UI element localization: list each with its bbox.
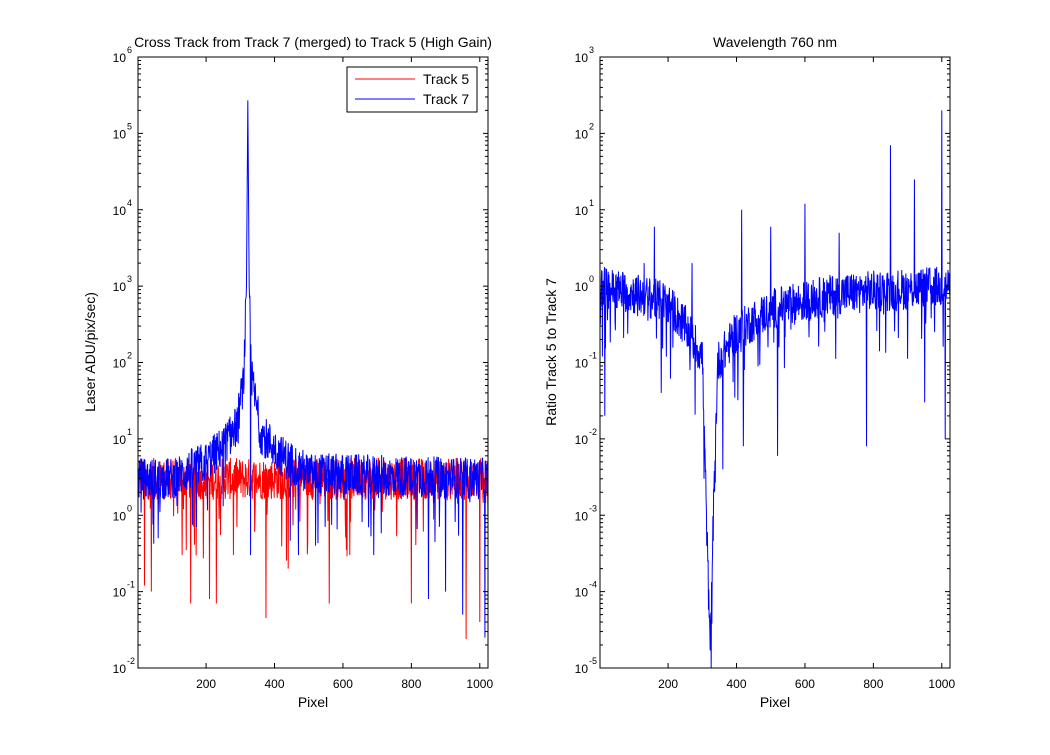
right-x-tick-label-200: 200 (658, 677, 678, 691)
right-y-tick-label-2: 10 (575, 509, 589, 523)
left-ticks: 200 400 600 800 100010-210-11001011021031041… (113, 45, 494, 691)
right-y-tick-exp-6: 1 (589, 198, 594, 208)
left-y-tick-exp-7: 5 (127, 121, 132, 131)
left-x-tick-label-200: 200 (196, 677, 216, 691)
left-y-tick-exp-0: -2 (127, 656, 135, 666)
right-y-tick-exp-5: 0 (589, 274, 594, 284)
right-series-ratio (599, 110, 951, 669)
left-y-tick-label-5: 10 (113, 280, 127, 294)
left-y-tick-exp-8: 6 (127, 45, 132, 55)
legend: Track 5 Track 7 (346, 66, 478, 113)
left-series-track-7 (137, 100, 489, 638)
left-x-tick-label-600: 600 (333, 677, 353, 691)
left-y-tick-label-8: 10 (113, 51, 127, 65)
right-series-lines (599, 110, 951, 669)
left-y-tick-label-3: 10 (113, 433, 127, 447)
right-x-tick-label-600: 600 (795, 677, 815, 691)
right-y-tick-exp-1: -4 (589, 580, 597, 590)
right-y-tick-label-8: 10 (575, 51, 589, 65)
left-y-tick-exp-6: 4 (127, 198, 132, 208)
legend-track7-label: Track 7 (423, 91, 469, 107)
right-y-tick-exp-2: -3 (589, 503, 597, 513)
right-y-tick-label-7: 10 (575, 127, 589, 141)
right-y-axis-label: Ratio Track 5 to Track 7 (543, 278, 559, 426)
right-chart-panel: 200 400 600 800 100010-510-410-310-210-11001… (543, 34, 955, 710)
left-y-tick-exp-1: -1 (127, 580, 135, 590)
left-y-tick-label-6: 10 (113, 204, 127, 218)
left-y-tick-exp-5: 3 (127, 274, 132, 284)
left-y-tick-label-7: 10 (113, 127, 127, 141)
left-y-tick-label-2: 10 (113, 509, 127, 523)
left-series-lines (137, 100, 489, 639)
left-chart-panel: 200 400 600 800 100010-210-11001011021031041… (82, 34, 493, 710)
right-x-tick-label-1000: 1000 (928, 677, 955, 691)
right-y-tick-exp-4: -1 (589, 351, 597, 361)
left-x-tick-label-800: 800 (401, 677, 421, 691)
right-x-tick-label-400: 400 (726, 677, 746, 691)
left-y-tick-exp-4: 2 (127, 351, 132, 361)
left-x-axis-label: Pixel (298, 694, 328, 710)
right-chart-title: Wavelength 760 nm (713, 34, 837, 50)
right-y-tick-label-0: 10 (575, 662, 589, 676)
left-y-tick-exp-3: 1 (127, 427, 132, 437)
right-ticks: 200 400 600 800 100010-510-410-310-210-11001… (575, 45, 956, 691)
right-x-tick-label-800: 800 (863, 677, 883, 691)
left-x-tick-label-400: 400 (264, 677, 284, 691)
left-chart-title: Cross Track from Track 7 (merged) to Tra… (134, 34, 492, 50)
right-x-axis-label: Pixel (760, 694, 790, 710)
legend-box (346, 66, 478, 113)
right-plot-area (600, 57, 950, 668)
right-y-tick-exp-8: 3 (589, 45, 594, 55)
left-y-tick-label-0: 10 (113, 662, 127, 676)
right-y-tick-label-3: 10 (575, 433, 589, 447)
left-y-tick-exp-2: 0 (127, 503, 132, 513)
right-y-tick-label-5: 10 (575, 280, 589, 294)
right-y-tick-label-6: 10 (575, 204, 589, 218)
left-y-tick-label-1: 10 (113, 586, 127, 600)
legend-track5-label: Track 5 (423, 71, 469, 87)
left-x-tick-label-1000: 1000 (466, 677, 493, 691)
right-y-tick-exp-7: 2 (589, 121, 594, 131)
right-y-tick-label-1: 10 (575, 586, 589, 600)
left-plot-area (138, 57, 488, 668)
right-y-tick-exp-0: -5 (589, 656, 597, 666)
left-y-tick-label-4: 10 (113, 357, 127, 371)
left-y-axis-label: Laser ADU/pix/sec) (82, 292, 98, 412)
right-y-tick-label-4: 10 (575, 357, 589, 371)
right-y-tick-exp-3: -2 (589, 427, 597, 437)
